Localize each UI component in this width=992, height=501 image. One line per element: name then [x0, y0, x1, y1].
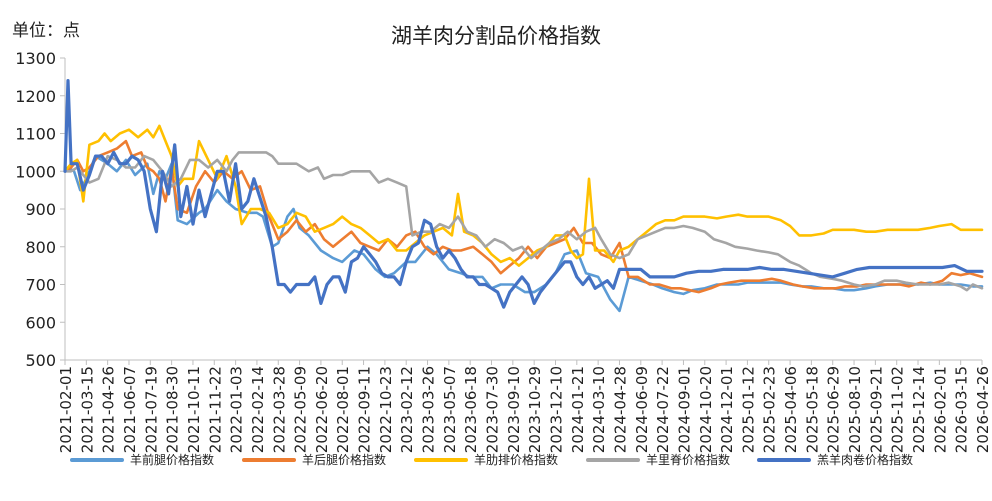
legend-swatch: [414, 457, 468, 462]
y-tick-label: 1200: [15, 87, 56, 106]
x-tick-label: 2025-05-18: [803, 366, 821, 453]
y-tick-label: 1000: [15, 162, 56, 181]
x-tick-label: 2021-03-15: [78, 366, 96, 453]
x-tick-label: 2021-02-01: [57, 366, 75, 453]
x-tick-label: 2024-04-28: [611, 366, 629, 453]
x-tick-label: 2024-01-21: [569, 366, 587, 453]
x-tick-label: 2022-02-14: [249, 366, 267, 453]
y-tick-label: 600: [25, 313, 56, 332]
x-tick-label: 2022-10-23: [377, 366, 395, 453]
x-tick-label: 2023-12-10: [547, 366, 565, 453]
x-tick-label: 2023-05-07: [441, 366, 459, 453]
y-tick-label: 700: [25, 276, 56, 295]
x-tick-label: 2023-09-10: [505, 366, 523, 453]
x-tick-label: 2024-09-01: [675, 366, 693, 453]
legend-item: 羔羊肉卷价格指数: [757, 451, 913, 468]
x-tick-label: 2025-11-02: [889, 366, 907, 453]
series-line-3: [63, 124, 984, 267]
legend-item: 羊前腿价格指数: [70, 451, 214, 468]
legend-swatch: [586, 457, 640, 462]
x-tick-label: 2021-07-19: [142, 366, 160, 453]
x-tick-label: 2025-12-14: [910, 366, 928, 453]
x-tick-label: 2026-03-15: [953, 366, 971, 453]
x-tick-label: 2022-01-03: [228, 366, 246, 453]
unit-label: 单位：点: [12, 21, 80, 41]
legend-label: 羊里脊价格指数: [646, 453, 731, 467]
series-line-5: [63, 79, 984, 309]
x-tick-label: 2024-10-20: [697, 366, 715, 453]
x-tick-label: 2025-09-21: [867, 366, 885, 453]
x-tick-label: 2022-03-28: [270, 366, 288, 453]
chart-title: 湖羊肉分割品价格指数: [391, 24, 601, 48]
x-tick-label: 2025-02-23: [761, 366, 779, 453]
legend-label: 羊前腿价格指数: [130, 453, 215, 467]
legend-label: 羊后腿价格指数: [302, 453, 387, 467]
legend-label: 羔羊肉卷价格指数: [817, 453, 914, 467]
x-tick-label: 2021-04-26: [100, 366, 118, 453]
legend-swatch: [242, 457, 296, 462]
x-tick-label: 2021-11-22: [206, 366, 224, 453]
x-tick-label: 2024-12-01: [718, 366, 736, 453]
x-tick-label: 2024-07-22: [654, 366, 672, 453]
y-tick-label: 1300: [15, 49, 56, 68]
x-tick-label: 2023-07-30: [484, 366, 502, 453]
x-tick-label: 2023-10-29: [526, 366, 544, 453]
y-tick-label: 500: [25, 351, 56, 370]
x-tick-label: 2026-04-26: [974, 366, 992, 453]
x-tick-label: 2024-06-09: [633, 366, 651, 453]
legend-item: 羊里脊价格指数: [586, 451, 730, 468]
x-tick-label: 2022-08-01: [334, 366, 352, 453]
x-tick-label: 2022-05-09: [292, 366, 310, 453]
legend-item: 羊肋排价格指数: [414, 451, 558, 468]
legend-label: 羊肋排价格指数: [474, 453, 559, 467]
legend-item: 羊后腿价格指数: [242, 451, 386, 468]
x-tick-label: 2026-02-01: [931, 366, 949, 453]
x-tick-label: 2025-08-10: [846, 366, 864, 453]
y-tick-label: 800: [25, 238, 56, 257]
x-tick-label: 2024-03-10: [590, 366, 608, 453]
x-tick-label: 2022-06-20: [313, 366, 331, 453]
y-tick-label: 1100: [15, 125, 56, 144]
x-tick-label: 2021-06-07: [121, 366, 139, 453]
x-tick-label: 2021-08-30: [164, 366, 182, 453]
chart-legend: 羊前腿价格指数 羊后腿价格指数 羊肋排价格指数 羊里脊价格指数 羔羊肉卷价格指数: [0, 451, 992, 467]
legend-swatch: [757, 457, 811, 462]
x-tick-label: 2023-02-12: [398, 366, 416, 453]
x-tick-label: 2022-09-11: [356, 366, 374, 453]
x-tick-label: 2021-10-11: [185, 366, 203, 453]
x-tick-label: 2023-03-26: [420, 366, 438, 453]
x-tick-label: 2025-01-12: [739, 366, 757, 453]
legend-swatch: [70, 457, 124, 462]
x-tick-label: 2025-04-06: [782, 366, 800, 453]
x-tick-label: 2023-06-18: [462, 366, 480, 453]
x-tick-label: 2025-06-29: [825, 366, 843, 453]
y-tick-label: 900: [25, 200, 56, 219]
